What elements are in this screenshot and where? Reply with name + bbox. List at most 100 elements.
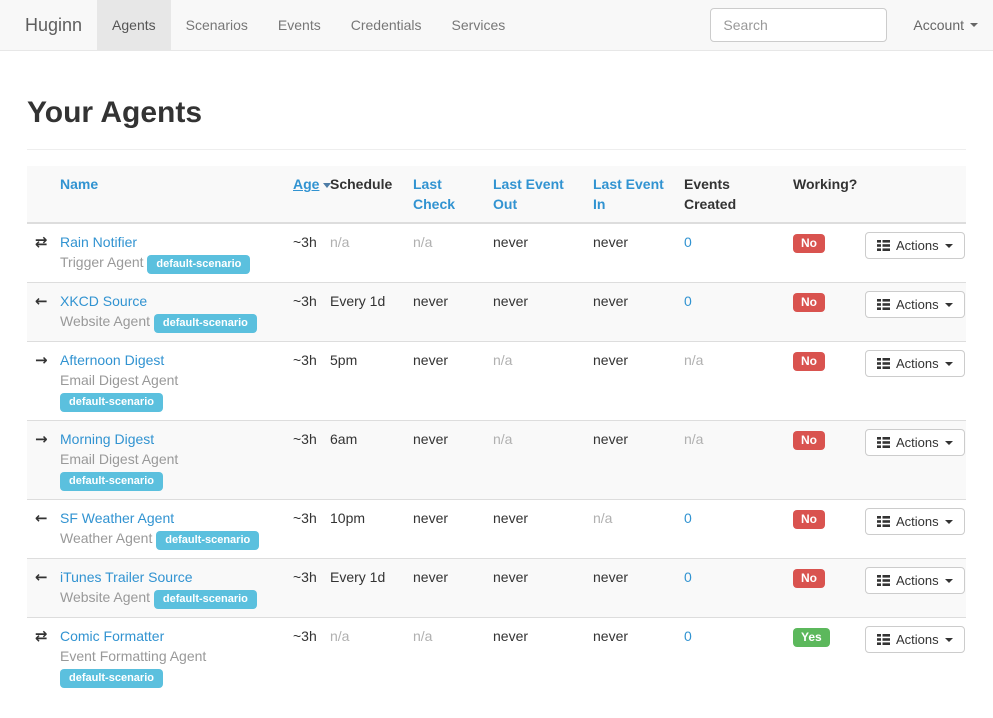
nav-link[interactable]: Scenarios bbox=[185, 17, 248, 33]
events-created-link[interactable]: 0 bbox=[684, 510, 692, 526]
last-event-in-cell: never bbox=[593, 617, 684, 696]
actions-button[interactable]: Actions bbox=[865, 508, 965, 535]
navbar-menu: Agents Scenarios Events Credentials Services bbox=[97, 0, 520, 50]
agent-name-link[interactable]: XKCD Source bbox=[60, 293, 148, 309]
actions-button[interactable]: Actions bbox=[865, 626, 965, 653]
agent-type-label: Website Agent bbox=[60, 313, 151, 329]
age-cell: ~3h bbox=[293, 420, 330, 500]
schedule-cell: 6am bbox=[330, 420, 413, 500]
events-created-link[interactable]: 0 bbox=[684, 234, 692, 250]
nav-link[interactable]: Services bbox=[451, 17, 506, 33]
events-created-cell: 0 bbox=[684, 222, 793, 283]
column-header-label: Working? bbox=[793, 176, 858, 192]
events-created-link[interactable]: 0 bbox=[684, 293, 692, 309]
actions-button[interactable]: Actions bbox=[865, 291, 965, 318]
caret-down-icon bbox=[944, 637, 953, 642]
working-cell: No bbox=[793, 499, 865, 559]
events-created-cell: 0 bbox=[684, 617, 793, 696]
search-input[interactable] bbox=[710, 8, 888, 42]
table-row: → Afternoon Digest Email Digest Agent de… bbox=[27, 341, 966, 421]
actions-button[interactable]: Actions bbox=[865, 232, 965, 259]
arrow-left-icon: ← bbox=[35, 509, 48, 527]
caret-down-icon bbox=[970, 23, 978, 27]
age-cell: ~3h bbox=[293, 282, 330, 342]
schedule-cell: Every 1d bbox=[330, 282, 413, 342]
last-event-in-cell: never bbox=[593, 282, 684, 342]
last-check-cell: never bbox=[413, 558, 493, 618]
agent-name-link[interactable]: Morning Digest bbox=[60, 431, 155, 447]
nav-item-agents: Agents bbox=[97, 0, 171, 50]
agent-name-link[interactable]: Comic Formatter bbox=[60, 628, 165, 644]
arrow-left-icon: ← bbox=[35, 568, 48, 586]
agent-name-link[interactable]: Rain Notifier bbox=[60, 234, 138, 250]
actions-button-label: Actions bbox=[896, 632, 939, 647]
events-created-link[interactable]: 0 bbox=[684, 628, 692, 644]
scenario-badge[interactable]: default-scenario bbox=[147, 255, 251, 274]
table-row: ← iTunes Trailer Source Website Agent de… bbox=[27, 558, 966, 618]
column-header-lasteventin[interactable]: Last Event In bbox=[593, 166, 684, 224]
column-header-lasteventout[interactable]: Last Event Out bbox=[493, 166, 593, 224]
last-event-out-cell: never bbox=[493, 222, 593, 283]
navbar: Huginn Agents Scenarios Events Credentials S… bbox=[0, 0, 993, 51]
column-header-name[interactable]: Name bbox=[60, 166, 293, 224]
arrow-right-icon: → bbox=[35, 430, 48, 448]
column-header-label: Last Event Out bbox=[493, 176, 564, 212]
actions-button[interactable]: Actions bbox=[865, 429, 965, 456]
agent-name-link[interactable]: iTunes Trailer Source bbox=[60, 569, 193, 585]
actions-button[interactable]: Actions bbox=[865, 567, 965, 594]
schedule-cell: 10pm bbox=[330, 499, 413, 559]
events-created-cell: 0 bbox=[684, 558, 793, 618]
sort-desc-caret bbox=[323, 182, 332, 188]
working-cell: No bbox=[793, 282, 865, 342]
agent-name-link[interactable]: SF Weather Agent bbox=[60, 510, 175, 526]
table-row: ⇄ Comic Formatter Event Formatting Agent… bbox=[27, 617, 966, 696]
last-check-cell: never bbox=[413, 420, 493, 500]
actions-button-label: Actions bbox=[896, 356, 939, 371]
nav-link[interactable]: Credentials bbox=[350, 17, 422, 33]
last-event-in-cell: never bbox=[593, 558, 684, 618]
scenario-badge[interactable]: default-scenario bbox=[153, 590, 257, 609]
events-created-value: n/a bbox=[684, 431, 704, 447]
schedule-cell: n/a bbox=[330, 617, 413, 696]
column-header-schedule: Schedule bbox=[330, 166, 413, 224]
nav-link[interactable]: Events bbox=[277, 17, 321, 33]
last-check-cell: n/a bbox=[413, 222, 493, 283]
column-header-icon bbox=[27, 166, 60, 224]
age-cell: ~3h bbox=[293, 499, 330, 559]
age-cell: ~3h bbox=[293, 558, 330, 618]
agent-name-link[interactable]: Afternoon Digest bbox=[60, 352, 165, 368]
table-header-row: Name Age Schedule Last Check Last Event Out L… bbox=[27, 166, 966, 224]
scenario-badge[interactable]: default-scenario bbox=[156, 531, 260, 550]
column-header-age[interactable]: Age bbox=[293, 166, 332, 224]
scenario-badge[interactable]: default-scenario bbox=[60, 393, 163, 412]
nav-link[interactable]: Agents bbox=[97, 0, 171, 50]
nav-item-events: Events bbox=[263, 0, 336, 50]
agent-type-label: Event Formatting Agent bbox=[60, 648, 207, 664]
page-title: Your Agents bbox=[27, 96, 203, 129]
working-status-badge: Yes bbox=[793, 628, 830, 647]
last-event-in-cell: never bbox=[593, 341, 684, 421]
working-status-badge: No bbox=[793, 293, 825, 312]
events-created-cell: n/a bbox=[684, 420, 793, 500]
events-created-link[interactable]: 0 bbox=[684, 569, 692, 585]
actions-button-label: Actions bbox=[896, 238, 939, 253]
exchange-icon: ⇄ bbox=[35, 627, 48, 645]
actions-button[interactable]: Actions bbox=[865, 350, 965, 377]
scenario-badge[interactable]: default-scenario bbox=[60, 669, 163, 688]
scenario-badge[interactable]: default-scenario bbox=[153, 314, 257, 333]
column-header-actions bbox=[865, 166, 966, 224]
working-cell: No bbox=[793, 420, 865, 500]
scenario-badge[interactable]: default-scenario bbox=[60, 472, 163, 491]
working-cell: No bbox=[793, 341, 865, 421]
column-header-lastcheck[interactable]: Last Check bbox=[413, 166, 493, 224]
last-event-out-cell: never bbox=[493, 282, 593, 342]
actions-button-label: Actions bbox=[896, 297, 939, 312]
working-cell: Yes bbox=[793, 617, 865, 696]
agents-table-body: ⇄ Rain Notifier Trigger Agent default-sc… bbox=[27, 222, 966, 696]
age-cell: ~3h bbox=[293, 341, 330, 421]
divider bbox=[27, 149, 966, 150]
th-list-icon bbox=[877, 299, 890, 310]
agent-type-label: Email Digest Agent bbox=[60, 372, 179, 388]
brand-link[interactable]: Huginn bbox=[25, 14, 83, 35]
account-dropdown[interactable]: Account bbox=[913, 17, 978, 33]
